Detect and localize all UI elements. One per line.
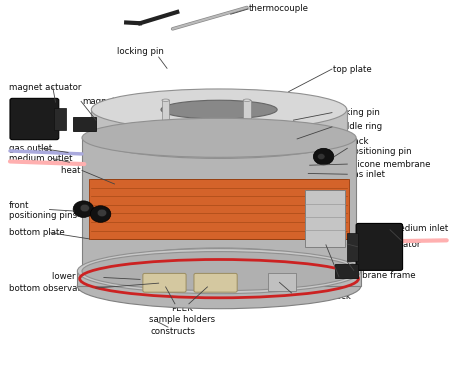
- Polygon shape: [82, 138, 356, 271]
- Ellipse shape: [154, 272, 284, 293]
- FancyBboxPatch shape: [10, 98, 59, 139]
- Text: thermocouple: thermocouple: [249, 5, 309, 14]
- Text: magnet actuator: magnet actuator: [9, 83, 82, 92]
- Text: heat foil: heat foil: [61, 166, 96, 175]
- Ellipse shape: [243, 99, 251, 101]
- Text: magnet: magnet: [82, 97, 116, 106]
- Circle shape: [73, 201, 94, 218]
- Bar: [73, 117, 96, 132]
- Text: constructs: constructs: [150, 328, 195, 337]
- Bar: [305, 190, 344, 247]
- Ellipse shape: [117, 248, 321, 279]
- Circle shape: [90, 206, 111, 222]
- Text: back
positioning pin: back positioning pin: [348, 137, 412, 156]
- FancyBboxPatch shape: [356, 224, 403, 270]
- Text: top plate: top plate: [333, 64, 372, 74]
- Ellipse shape: [91, 117, 347, 158]
- Bar: [335, 264, 357, 278]
- FancyBboxPatch shape: [143, 273, 186, 292]
- Text: medium outlet: medium outlet: [9, 154, 73, 163]
- Polygon shape: [91, 110, 347, 138]
- Ellipse shape: [82, 251, 356, 291]
- FancyBboxPatch shape: [194, 273, 237, 292]
- Text: magnet
counter block: magnet counter block: [293, 282, 351, 302]
- Bar: [268, 273, 296, 291]
- Bar: [347, 233, 358, 261]
- Ellipse shape: [82, 118, 356, 157]
- Circle shape: [313, 148, 334, 165]
- Polygon shape: [162, 100, 169, 121]
- Circle shape: [80, 204, 89, 212]
- Text: magnet: magnet: [348, 256, 382, 265]
- Text: lower seal ring: lower seal ring: [52, 272, 115, 281]
- Ellipse shape: [77, 264, 361, 309]
- Text: gas inlet: gas inlet: [348, 170, 385, 179]
- Polygon shape: [243, 100, 251, 121]
- Text: middle ring: middle ring: [333, 123, 382, 132]
- Ellipse shape: [161, 100, 277, 119]
- Text: gas outlet: gas outlet: [9, 144, 52, 153]
- Text: bottom plate: bottom plate: [9, 228, 65, 238]
- Text: locking pin: locking pin: [333, 108, 380, 117]
- Circle shape: [317, 153, 325, 159]
- Ellipse shape: [162, 99, 169, 101]
- Text: medium inlet: medium inlet: [391, 224, 448, 233]
- Text: magnet actuator: magnet actuator: [348, 240, 421, 248]
- Ellipse shape: [91, 89, 347, 130]
- Text: front
positioning pins: front positioning pins: [9, 201, 77, 220]
- Text: locking pin: locking pin: [116, 47, 164, 56]
- Circle shape: [97, 209, 107, 217]
- Polygon shape: [89, 179, 349, 239]
- Ellipse shape: [77, 248, 361, 294]
- Bar: [54, 108, 66, 130]
- Text: silicone membrane: silicone membrane: [348, 159, 431, 169]
- Text: PEEK
sample holders: PEEK sample holders: [149, 304, 215, 323]
- Text: bottom observation window: bottom observation window: [9, 284, 129, 293]
- Polygon shape: [77, 271, 361, 286]
- Text: membrane frame: membrane frame: [340, 271, 416, 280]
